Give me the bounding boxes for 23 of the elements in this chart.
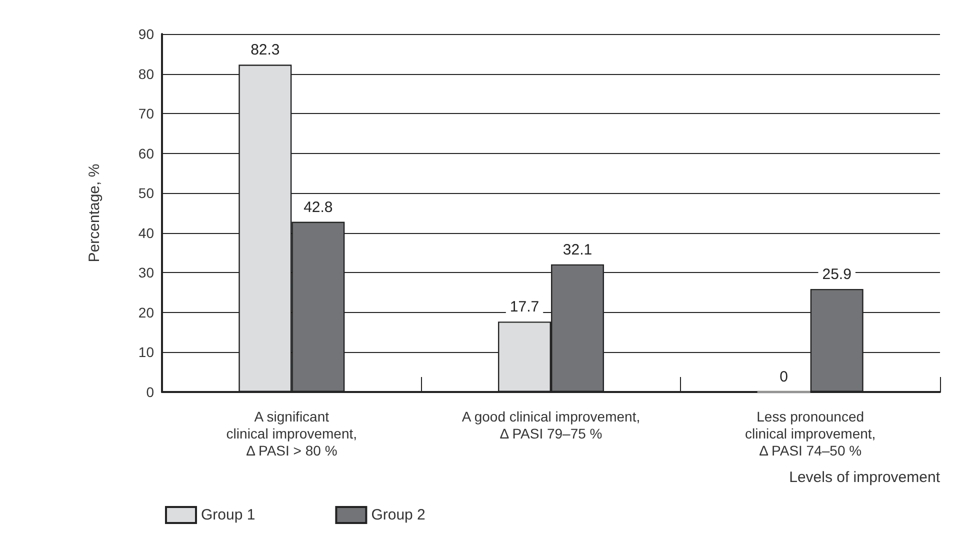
y-tick-label: 10 bbox=[138, 344, 154, 360]
y-tick-label: 40 bbox=[138, 224, 154, 241]
data-label: 82.3 bbox=[250, 42, 280, 59]
y-tick-label: 50 bbox=[138, 185, 154, 202]
data-label: 0 bbox=[780, 368, 788, 386]
y-tick-label: 20 bbox=[138, 304, 154, 320]
data-label: 42.8 bbox=[304, 198, 333, 216]
legend-label: Group 2 bbox=[371, 506, 426, 524]
y-tick-label: 30 bbox=[138, 264, 154, 281]
x-tick-label: Less pronounced clinical improvement, Δ PASI 74–50 % bbox=[744, 408, 876, 458]
x-tick-label: A significant clinical improvement, Δ PASI > 80 % bbox=[226, 408, 358, 458]
x-axis-title: Levels of improvement bbox=[789, 469, 941, 486]
y-tick-label: 90 bbox=[138, 26, 154, 42]
y-axis-title: Percentage, % bbox=[86, 164, 103, 262]
y-tick-label: 0 bbox=[146, 384, 154, 400]
y-tick-label: 80 bbox=[138, 66, 154, 82]
data-label: 17.7 bbox=[510, 298, 540, 316]
legend-label: Group 1 bbox=[201, 506, 256, 524]
data-label: 32.1 bbox=[562, 241, 592, 258]
x-tick-label: A good clinical improvement, Δ PASI 79–75 % bbox=[462, 408, 640, 442]
y-tick-label: 70 bbox=[138, 106, 154, 122]
data-label: 25.9 bbox=[822, 266, 852, 283]
y-tick-label: 60 bbox=[138, 145, 154, 162]
